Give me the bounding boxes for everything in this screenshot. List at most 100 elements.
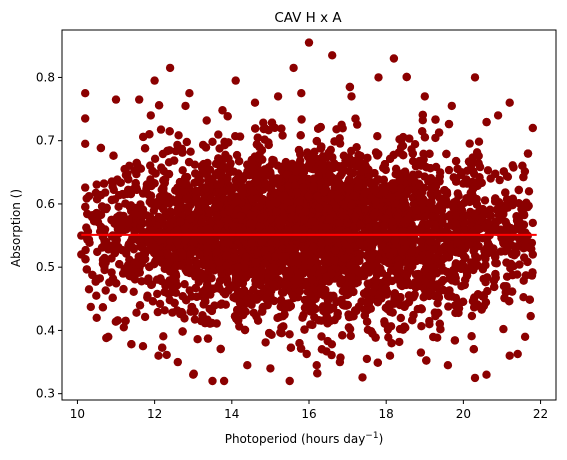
data-point	[400, 167, 410, 176]
data-point	[317, 332, 326, 341]
data-point	[224, 154, 233, 163]
data-point	[314, 316, 324, 325]
data-point	[363, 279, 372, 288]
data-point	[107, 268, 116, 277]
data-point	[515, 260, 524, 269]
data-point	[402, 72, 411, 82]
data-point	[513, 349, 522, 359]
data-point	[135, 301, 145, 310]
data-point	[86, 302, 96, 312]
data-point	[273, 313, 282, 323]
data-point	[298, 313, 307, 322]
data-point	[474, 241, 483, 251]
data-point	[418, 110, 427, 120]
data-point	[417, 322, 426, 331]
data-point	[351, 114, 360, 123]
data-point	[409, 199, 419, 209]
data-point	[127, 340, 136, 349]
data-point	[491, 169, 500, 178]
data-point	[499, 324, 508, 334]
data-point	[297, 115, 306, 124]
data-point	[150, 154, 160, 163]
data-point	[402, 270, 412, 280]
data-point	[233, 305, 242, 315]
data-point	[107, 177, 117, 186]
data-point	[495, 175, 504, 185]
data-point	[346, 331, 355, 341]
data-point	[383, 304, 392, 314]
data-point	[373, 132, 382, 141]
data-point	[483, 166, 493, 175]
data-point	[277, 124, 286, 133]
data-point	[399, 132, 408, 142]
data-point	[483, 273, 492, 282]
data-point	[408, 157, 418, 166]
data-point	[390, 299, 399, 308]
data-point	[338, 124, 347, 133]
data-point	[400, 302, 409, 311]
data-point	[212, 319, 221, 328]
data-point	[517, 204, 526, 214]
data-point	[231, 132, 240, 141]
data-point	[451, 156, 461, 166]
data-point	[363, 153, 372, 163]
chart-title: CAV H x A	[274, 10, 342, 26]
data-point	[462, 268, 472, 277]
data-point	[93, 247, 102, 257]
data-point	[164, 265, 173, 274]
data-point	[470, 303, 479, 312]
data-point	[109, 185, 119, 195]
data-point	[352, 143, 361, 152]
data-point	[153, 307, 162, 317]
data-point	[327, 192, 336, 202]
data-point	[306, 320, 315, 329]
data-point	[465, 139, 474, 148]
data-point	[429, 332, 438, 342]
data-point	[202, 116, 211, 125]
data-point	[98, 303, 108, 312]
data-point	[327, 350, 336, 360]
data-point	[300, 295, 310, 305]
data-point	[178, 166, 187, 175]
data-point	[216, 344, 225, 354]
data-point	[160, 306, 169, 315]
data-point	[153, 289, 162, 299]
data-point	[467, 311, 477, 321]
data-point	[267, 226, 276, 235]
data-point	[519, 293, 528, 302]
data-point	[216, 300, 225, 309]
data-point	[356, 250, 365, 259]
data-point	[121, 316, 130, 326]
data-point	[137, 242, 146, 251]
data-point	[251, 293, 260, 302]
data-point	[191, 283, 200, 293]
data-point	[155, 299, 165, 309]
data-point	[92, 208, 101, 218]
data-point	[156, 125, 166, 134]
data-point	[508, 194, 518, 203]
data-point	[101, 286, 110, 295]
data-point	[81, 183, 90, 192]
data-point	[358, 373, 367, 382]
data-points	[77, 38, 537, 386]
data-point	[174, 131, 183, 140]
data-point	[434, 308, 443, 318]
data-point	[519, 172, 528, 182]
data-point	[193, 335, 202, 344]
data-point	[481, 298, 491, 307]
data-point	[278, 131, 287, 140]
data-point	[261, 338, 270, 347]
data-point	[396, 313, 405, 323]
data-point	[130, 166, 139, 175]
data-point	[508, 161, 517, 170]
data-point	[419, 149, 428, 158]
data-point	[523, 149, 533, 158]
data-point	[359, 289, 369, 298]
data-point	[234, 157, 244, 166]
data-point	[325, 170, 334, 180]
data-point	[119, 284, 128, 294]
data-point	[501, 188, 510, 197]
data-point	[146, 161, 155, 170]
data-point	[285, 330, 294, 339]
